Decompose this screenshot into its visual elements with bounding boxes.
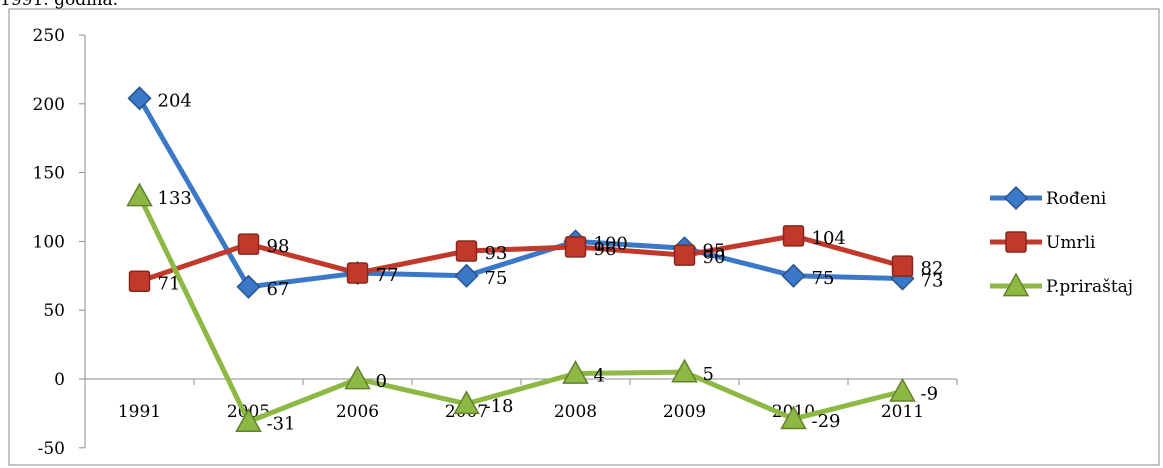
data-label-rodeni: 95 xyxy=(703,240,726,261)
data-label-prirastaj: -31 xyxy=(267,414,296,435)
legend-marker-prirastaj xyxy=(1002,272,1030,297)
y-tick-label: 50 xyxy=(43,301,65,321)
data-label-umrli: 82 xyxy=(921,258,944,279)
data-point-umrli xyxy=(564,236,587,258)
data-label-rodeni: 73 xyxy=(921,271,944,292)
data-label-rodeni: 75 xyxy=(812,268,835,289)
series-line-prirastaj xyxy=(137,193,905,425)
x-tick-label: 2006 xyxy=(336,402,379,422)
x-tick-label: 2009 xyxy=(663,402,706,422)
data-point-umrli xyxy=(891,255,914,277)
data-point-umrli xyxy=(673,244,696,266)
legend-marker-umrli xyxy=(1005,231,1027,253)
data-label-prirastaj: 5 xyxy=(703,364,714,385)
data-point-rodeni xyxy=(236,274,261,299)
data-point-umrli xyxy=(782,225,805,247)
axes: -500501001502002501991200520062007200820… xyxy=(33,26,958,459)
data-label-rodeni: 75 xyxy=(485,268,508,289)
data-label-rodeni: 100 xyxy=(594,233,628,254)
y-tick-label: 150 xyxy=(33,164,65,184)
y-tick-label: -50 xyxy=(38,439,65,459)
series-markers xyxy=(126,86,916,433)
legend-label-rodeni: Rođeni xyxy=(1046,189,1107,209)
x-tick-label: 2011 xyxy=(881,402,924,422)
data-point-prirastaj xyxy=(562,359,589,384)
legend-marker-rodeni xyxy=(1003,185,1029,211)
legend-label-umrli: Umrli xyxy=(1046,233,1096,253)
x-tick-label: 1991 xyxy=(118,402,161,422)
data-point-prirastaj xyxy=(889,377,916,402)
data-point-prirastaj xyxy=(780,405,807,430)
data-label-rodeni: 77 xyxy=(376,265,399,286)
y-tick-label: 250 xyxy=(33,26,65,46)
data-point-prirastaj xyxy=(453,390,480,415)
series-line-rodeni xyxy=(137,95,905,290)
data-point-rodeni xyxy=(127,86,152,111)
legend: Rođeni Umrli P.priraštaj xyxy=(990,185,1133,297)
data-label-umrli: 98 xyxy=(267,236,290,257)
data-label-prirastaj: -9 xyxy=(921,383,939,404)
data-point-umrli xyxy=(346,262,369,284)
data-label-prirastaj: -29 xyxy=(812,411,841,432)
data-point-prirastaj xyxy=(344,365,371,390)
data-label-umrli: 96 xyxy=(594,239,617,260)
chart-frame xyxy=(8,8,1160,466)
data-label-prirastaj: 0 xyxy=(376,371,387,392)
data-label-umrli: 71 xyxy=(158,273,181,294)
data-label-rodeni: 67 xyxy=(267,279,290,300)
data-label-prirastaj: 133 xyxy=(158,188,192,209)
data-label-prirastaj: 4 xyxy=(594,365,605,386)
data-point-umrli xyxy=(455,240,478,262)
y-tick-label: 200 xyxy=(33,95,65,115)
data-label-umrli: 90 xyxy=(703,247,726,268)
data-point-rodeni xyxy=(454,263,479,288)
series-lines xyxy=(137,95,905,425)
data-label-umrli: 93 xyxy=(485,243,508,264)
top-text: 1991. godina. xyxy=(0,0,118,10)
data-point-umrli xyxy=(237,233,260,255)
x-tick-label: 2008 xyxy=(554,402,597,422)
data-point-umrli xyxy=(128,270,151,293)
data-label-umrli: 77 xyxy=(376,265,399,286)
y-tick-label: 100 xyxy=(33,232,65,252)
series-line-umrli xyxy=(137,233,905,284)
data-label-umrli: 104 xyxy=(812,228,846,249)
data-point-prirastaj xyxy=(126,182,153,207)
data-point-rodeni xyxy=(781,263,806,288)
data-point-prirastaj xyxy=(235,408,262,433)
y-tick-label: 0 xyxy=(54,370,65,390)
data-label-rodeni: 204 xyxy=(158,90,192,111)
legend-label-prirastaj: P.priraštaj xyxy=(1046,277,1133,297)
data-point-prirastaj xyxy=(671,358,698,383)
data-label-prirastaj: -18 xyxy=(485,396,514,417)
